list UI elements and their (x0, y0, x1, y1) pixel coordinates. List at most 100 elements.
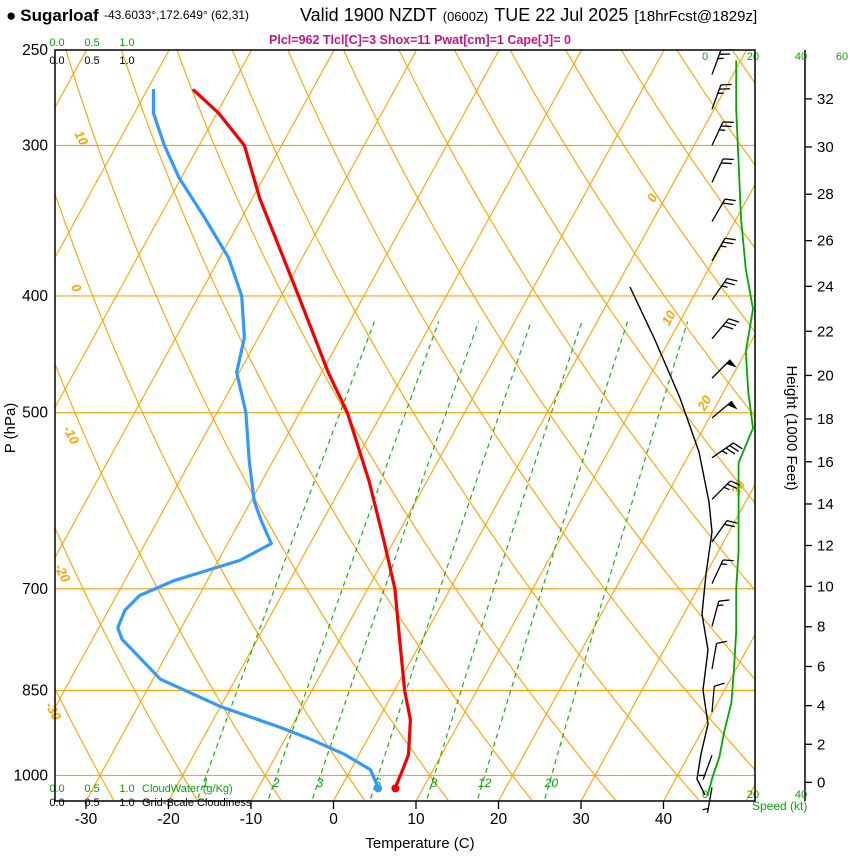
cloudiness-tick-top: 0.0 (49, 55, 64, 67)
cloudiness-tick-top: 1.0 (119, 55, 134, 67)
pressure-tick-label: 250 (22, 42, 48, 59)
temperature-tick-label: 40 (655, 811, 673, 828)
temperature-tick-label: 30 (572, 811, 590, 828)
height-tick-label: 12 (817, 538, 834, 555)
temperature-tick-label: -20 (157, 811, 180, 828)
speed-tick-bottom: 20 (747, 789, 759, 801)
temperature-tick-label: -30 (75, 811, 98, 828)
cloudwater-tick-top: 0.0 (49, 37, 64, 49)
surface-dewpoint-dot (374, 784, 383, 793)
cloudiness-tick-bottom: 0.5 (84, 797, 99, 809)
height-tick-label: 32 (817, 91, 834, 108)
mixing-ratio-label: 1 (202, 776, 209, 790)
mixing-ratio-label: 2 (272, 776, 280, 790)
station-coords: -43.6033°,172.649° (62,31) (104, 8, 249, 22)
valid-main: Valid 1900 NZDT (300, 5, 437, 25)
temperature-axis: -30 -20 -10 0 10 20 30 40 (75, 801, 673, 828)
temperature-tick-label: 10 (407, 811, 425, 828)
isotherm-label: 20 (694, 392, 715, 413)
station-bullet: ● (6, 6, 16, 25)
height-axis-title: Height (1000 Feet) (783, 365, 800, 490)
mixing-ratio-label: 20 (544, 776, 559, 790)
cloud-scales: 0.0 0.0 0.5 0.5 1.0 1.0 0.0 0.0 0.5 0.5 1.0 1.0 (49, 37, 134, 809)
wind-barbs (698, 49, 743, 814)
wind-barb (711, 442, 743, 459)
valid-time: Valid 1900 NZDT (0600Z) TUE 22 Jul 2025 [18… (300, 5, 757, 25)
wind-barb (711, 400, 738, 419)
cloudwater-tick-bottom: 0.5 (84, 783, 99, 795)
wind-barb (711, 318, 740, 340)
cloudiness-label: Grid-Scale Cloudiness (142, 797, 252, 809)
height-tick-label: 16 (817, 454, 834, 471)
height-tick-label: 2 (817, 736, 825, 753)
wind-barb (711, 237, 736, 262)
height-tick-label: 6 (817, 658, 825, 675)
temperature-curve (192, 88, 412, 789)
wind-barb (711, 480, 741, 500)
wind-barb (711, 49, 732, 75)
wind-barb (702, 787, 713, 814)
pressure-tick-label: 400 (22, 288, 48, 305)
temperature-tick-label: 0 (329, 811, 338, 828)
speed-tick-top: 0 (702, 51, 708, 63)
mixing-ratio-lines (197, 321, 689, 799)
station-name: Sugarloaf (20, 6, 99, 25)
cloudiness-tick-top: 0.5 (84, 55, 99, 67)
mixing-ratio-label: 3 (316, 776, 323, 790)
dewpoint-curve (116, 88, 380, 789)
valid-date: TUE 22 Jul 2025 (494, 5, 628, 25)
temperature-tick-label: -10 (240, 811, 263, 828)
pressure-tick-label: 700 (22, 581, 48, 598)
pressure-axis-title: P (hPa) (2, 403, 19, 454)
wind-layer (629, 49, 754, 814)
cloudwater-label: CloudWater (g/Kg) (142, 783, 233, 795)
dry-adiabats (55, 50, 755, 801)
profiles-layer (116, 88, 412, 793)
isotherms (55, 50, 755, 801)
pressure-tick-label: 1000 (14, 767, 49, 784)
cloudiness-tick-bottom: 0.0 (49, 797, 64, 809)
speed-tick-bottom: 40 (795, 789, 807, 801)
wind-staff-line (629, 286, 713, 796)
surface-temperature-dot (391, 784, 400, 793)
height-tick-label: 28 (817, 186, 834, 203)
pressure-axis: 250 300 400 500 700 850 1000 (14, 42, 49, 784)
wind-barb (711, 519, 738, 543)
plot-border (54, 49, 756, 802)
wind-barb (711, 277, 738, 301)
height-tick-label: 8 (817, 619, 825, 636)
height-tick-label: 14 (817, 496, 834, 513)
mixing-ratio-label: 12 (478, 776, 492, 790)
wind-barb (711, 198, 736, 222)
height-tick-label: 22 (817, 323, 834, 340)
temperature-tick-label: 20 (490, 811, 508, 828)
valid-zulu: (0600Z) (443, 9, 489, 24)
wind-barb (711, 83, 732, 110)
height-tick-label: 18 (817, 411, 834, 428)
speed-tick-top: 40 (795, 51, 807, 63)
speed-curve (706, 60, 754, 797)
wind-barb (711, 682, 725, 713)
station-title: ● Sugarloaf (6, 6, 99, 25)
speed-axis-title: Speed (kt) (752, 799, 807, 813)
pressure-tick-label: 300 (22, 137, 48, 154)
pressure-tick-label: 500 (22, 405, 48, 422)
cloudwater-tick-bottom: 1.0 (119, 783, 134, 795)
height-tick-label: 24 (817, 278, 834, 295)
height-tick-label: 4 (817, 698, 825, 715)
wind-barb (711, 640, 728, 670)
height-tick-label: 0 (817, 774, 825, 791)
temperature-axis-title: Temperature (C) (365, 835, 474, 852)
wind-barb (711, 359, 737, 379)
wind-barb (711, 158, 734, 183)
forecast-tag: [18hrFcst@1829z] (634, 8, 757, 25)
height-tick-label: 20 (817, 367, 834, 384)
wind-barb (698, 754, 713, 780)
wind-barb (711, 121, 734, 146)
pressure-tick-label: 850 (22, 682, 48, 699)
height-tick-label: 10 (817, 578, 834, 595)
